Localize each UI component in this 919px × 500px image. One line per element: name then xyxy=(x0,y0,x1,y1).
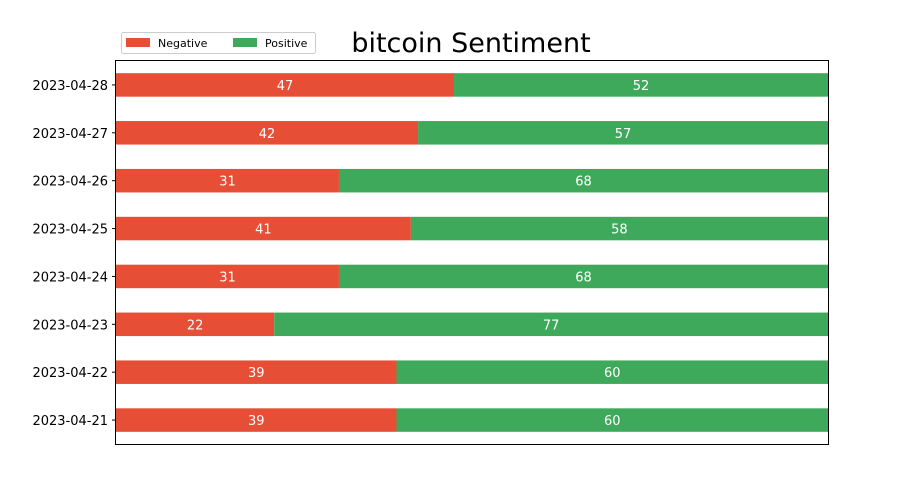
bar-value-label: 39 xyxy=(248,366,265,381)
y-tick-label: 2023-04-25 xyxy=(32,223,108,238)
legend-label-positive: Positive xyxy=(265,37,308,50)
bar-value-label: 42 xyxy=(259,127,276,142)
bar-value-label: 31 xyxy=(219,175,236,190)
bar-negative-2023-04-21 xyxy=(116,408,397,432)
legend-label-negative: Negative xyxy=(158,37,208,50)
bar-negative-2023-04-23 xyxy=(116,312,275,337)
legend: Negative Positive xyxy=(121,32,316,54)
plot-frame xyxy=(115,60,829,445)
bar-value-label: 41 xyxy=(255,223,272,238)
bar-value-label: 60 xyxy=(604,414,621,429)
y-axis-ticks: 2023-04-21 2023-04-22 2023-04-23 2023-04-24… xyxy=(32,79,116,429)
bar-value-label: 60 xyxy=(604,366,621,381)
bar-negative-2023-04-28 xyxy=(116,73,455,97)
y-tick-label: 2023-04-27 xyxy=(32,127,108,142)
bars-group: 39 60 39 60 22 77 31 68 41 58 31 68 42 57 47 52 xyxy=(116,73,828,432)
bar-value-label: 39 xyxy=(248,414,265,429)
bar-value-label: 77 xyxy=(543,318,560,333)
bar-value-label: 47 xyxy=(277,79,294,94)
y-tick-label: 2023-04-24 xyxy=(32,270,108,285)
bar-positive-2023-04-23 xyxy=(274,312,828,337)
bar-negative-2023-04-26 xyxy=(116,168,339,193)
bar-value-label: 58 xyxy=(611,223,628,238)
bar-value-label: 68 xyxy=(575,175,592,190)
bar-value-label: 22 xyxy=(187,318,204,333)
legend-box xyxy=(121,32,316,54)
bar-value-label: 68 xyxy=(575,270,592,285)
bar-positive-2023-04-26 xyxy=(338,168,828,193)
y-tick-label: 2023-04-28 xyxy=(32,79,108,94)
bar-positive-2023-04-27 xyxy=(418,121,828,145)
y-tick-label: 2023-04-21 xyxy=(32,414,108,429)
y-tick-label: 2023-04-23 xyxy=(32,318,108,333)
bar-positive-2023-04-25 xyxy=(410,216,828,241)
bar-positive-2023-04-21 xyxy=(396,408,828,432)
chart-title: bitcoin Sentiment xyxy=(351,28,590,59)
y-tick-label: 2023-04-26 xyxy=(32,175,108,190)
bar-negative-2023-04-24 xyxy=(116,264,339,289)
bar-negative-2023-04-27 xyxy=(116,121,419,145)
legend-swatch-negative xyxy=(126,38,150,47)
bar-positive-2023-04-28 xyxy=(454,73,828,97)
legend-swatch-positive xyxy=(233,38,257,47)
bar-value-label: 52 xyxy=(633,79,650,94)
bar-negative-2023-04-25 xyxy=(116,216,411,241)
bar-positive-2023-04-24 xyxy=(338,264,828,289)
bar-positive-2023-04-22 xyxy=(396,360,828,384)
bar-value-label: 31 xyxy=(219,270,236,285)
bar-negative-2023-04-22 xyxy=(116,360,397,384)
bar-value-label: 57 xyxy=(615,127,632,142)
y-tick-label: 2023-04-22 xyxy=(32,366,108,381)
